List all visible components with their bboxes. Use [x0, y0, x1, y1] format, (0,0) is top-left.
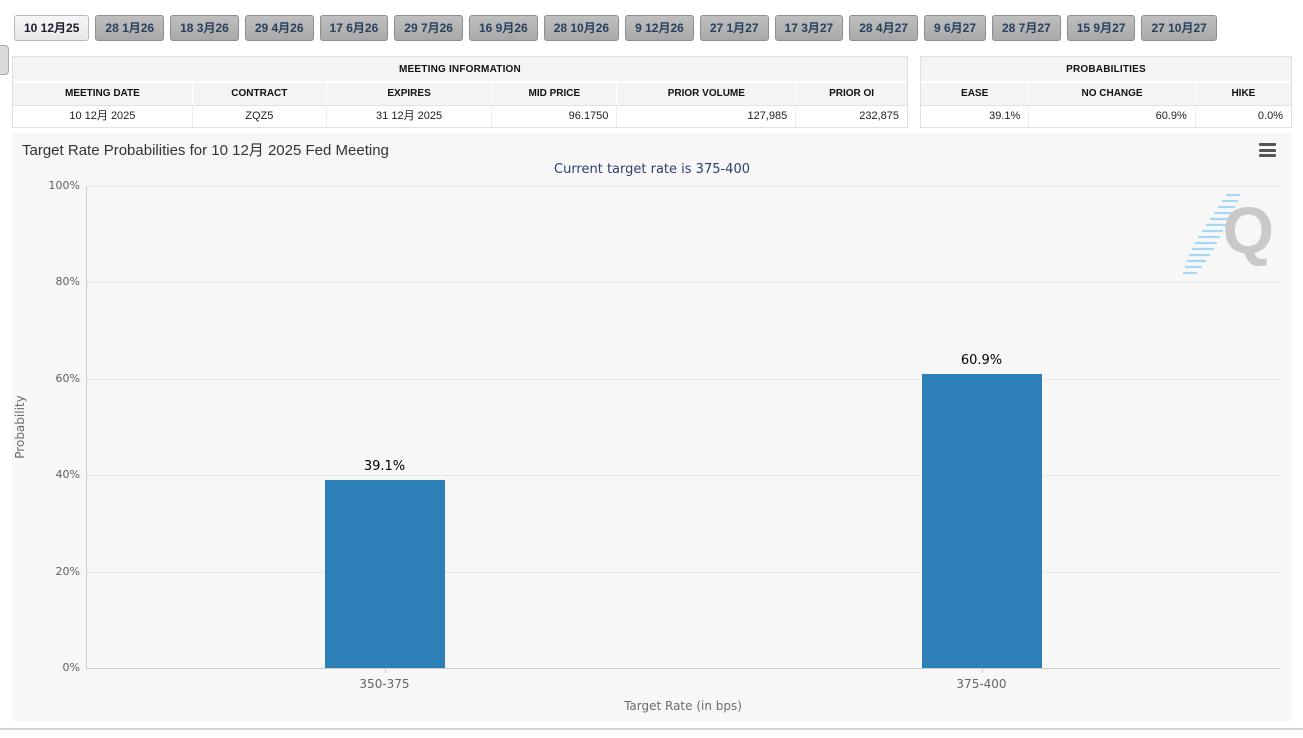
meeting-date-tab[interactable]: 28 10月26 [543, 15, 620, 41]
table-value-cell: 31 12月 2025 [325, 106, 491, 127]
meeting-date-tab[interactable]: 29 4月26 [244, 15, 314, 41]
table-value-cell: 60.9% [1028, 106, 1195, 127]
hamburger-menu-icon[interactable] [1259, 143, 1276, 157]
meeting-date-tab[interactable]: 28 4月27 [849, 15, 918, 41]
x-axis-category-label: 350-375 [359, 677, 410, 691]
x-axis-title: Target Rate (in bps) [624, 699, 742, 713]
meeting-date-tab[interactable]: 16 9月26 [468, 15, 538, 41]
y-axis-tick-label: 40% [55, 468, 80, 482]
gridline [86, 378, 1280, 380]
meeting-date-tab[interactable]: 28 1月26 [95, 15, 165, 41]
y-axis-tick-label: 60% [55, 371, 80, 385]
table-header-cell: EASE [961, 88, 989, 99]
y-axis-tick-label: 20% [55, 564, 80, 578]
y-axis-line [86, 186, 87, 668]
table-value-cell: 0.0% [1194, 106, 1291, 127]
meeting-date-tab[interactable]: 27 10月27 [1141, 15, 1217, 41]
table-value-cell: ZQZ5 [191, 106, 326, 127]
gridline [86, 186, 1280, 187]
x-axis-category-label: 375-400 [956, 677, 1007, 691]
table-value-cell: 127,985 [616, 106, 795, 127]
target-rate-probability-chart: Target Rate Probabilities for 10 12月 202… [12, 133, 1292, 721]
probabilities-table: PROBABILITIES EASE NO CHANGE HIKE 39.1% 60.… [920, 56, 1292, 128]
probabilities-value-row: 39.1% 60.9% 0.0% [921, 106, 1291, 127]
gridline [86, 282, 1280, 284]
table-header-cell: CONTRACT [191, 83, 326, 105]
meeting-date-tab-bar: 10 12月25 28 1月26 18 3月26 29 4月26 17 6月26 29 7… [14, 15, 1217, 41]
meeting-date-tab[interactable]: 15 9月27 [1066, 15, 1136, 41]
x-axis-tick [384, 668, 386, 673]
probability-bar[interactable] [324, 479, 445, 668]
probabilities-header-row: EASE NO CHANGE HIKE [921, 83, 1291, 106]
table-header-cell: PRIOR OI [795, 83, 907, 105]
gridline [86, 475, 1280, 477]
table-header-cell: MEETING DATE [64, 88, 140, 99]
plot-area [86, 186, 1280, 668]
probabilities-title: PROBABILITIES [921, 57, 1291, 83]
side-panel-handle[interactable] [0, 45, 9, 75]
meeting-information-header-row: MEETING DATE CONTRACT EXPIRES MID PRICE PRIO… [13, 83, 907, 106]
probability-bar[interactable] [921, 374, 1042, 668]
table-header-cell: MID PRICE [491, 83, 616, 105]
x-axis-tick [981, 668, 983, 673]
table-value-cell: 39.1% [989, 110, 1021, 122]
table-value-cell: 10 12月 2025 [69, 110, 136, 122]
bar-data-label: 39.1% [363, 458, 406, 474]
table-value-cell: 232,875 [795, 106, 907, 127]
x-axis-line [86, 668, 1281, 669]
meeting-date-tab[interactable]: 10 12月25 [14, 15, 90, 41]
meeting-date-tab[interactable]: 9 6月27 [923, 15, 986, 41]
meeting-information-value-row: 10 12月 2025 ZQZ5 31 12月 2025 96.1750 127,985… [13, 106, 907, 127]
table-value-cell: 96.1750 [491, 106, 616, 127]
meeting-information-table: MEETING INFORMATION MEETING DATE CONTRACT… [12, 56, 908, 128]
y-axis-tick-label: 100% [48, 179, 80, 192]
summary-tables-row: MEETING INFORMATION MEETING DATE CONTRACT… [12, 56, 1292, 128]
meeting-date-tab[interactable]: 17 3月27 [774, 15, 844, 41]
y-axis-tick-label: 80% [55, 275, 80, 289]
watermark-stripes-icon [1183, 193, 1240, 275]
table-header-cell: PRIOR VOLUME [616, 83, 795, 105]
y-axis-tick-label: 0% [62, 661, 80, 674]
meeting-date-tab[interactable]: 17 6月26 [319, 15, 389, 41]
bar-data-label: 60.9% [960, 353, 1003, 369]
meeting-date-tab[interactable]: 27 1月27 [699, 15, 769, 41]
meeting-date-tab[interactable]: 18 3月26 [170, 15, 239, 41]
chart-title: Target Rate Probabilities for 10 12月 202… [22, 142, 389, 159]
table-header-cell: HIKE [1194, 83, 1291, 105]
watermark-q-letter: Q [1222, 193, 1274, 267]
quikstrike-watermark: Q [1182, 191, 1278, 279]
table-header-cell: EXPIRES [325, 83, 491, 105]
gridline [86, 571, 1280, 573]
meeting-information-title: MEETING INFORMATION [13, 57, 907, 83]
meeting-date-tab[interactable]: 29 7月26 [394, 15, 463, 41]
meeting-date-tab[interactable]: 9 12月26 [625, 15, 694, 41]
chart-subtitle: Current target rate is 375-400 [554, 162, 750, 177]
bottom-divider [0, 728, 1303, 730]
meeting-date-tab[interactable]: 28 7月27 [992, 15, 1061, 41]
y-axis-title: Probability [13, 395, 27, 459]
table-header-cell: NO CHANGE [1028, 83, 1195, 105]
